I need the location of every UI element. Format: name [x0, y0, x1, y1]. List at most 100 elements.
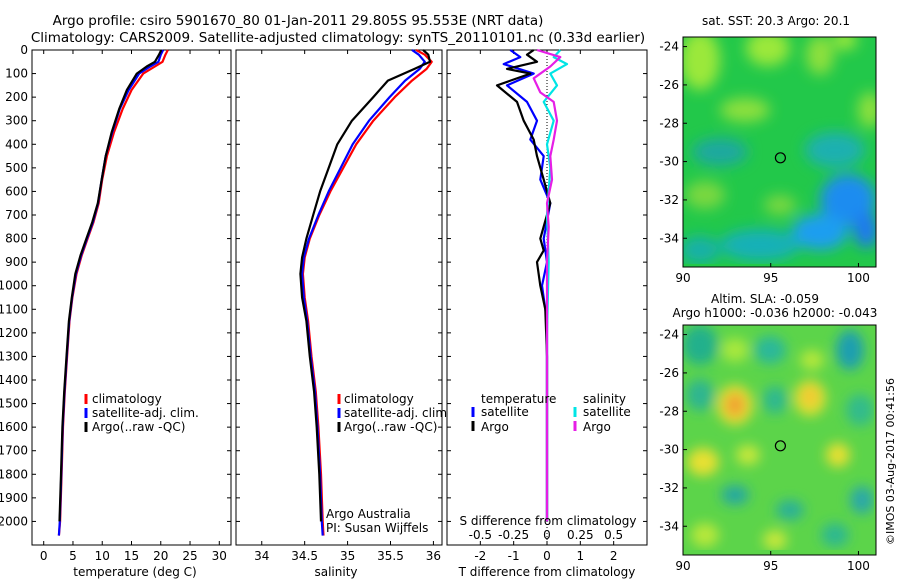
x-tick-label: 0: [543, 549, 551, 563]
x-tick-label: 35.5: [377, 549, 404, 563]
x-tick-label: 5: [69, 549, 77, 563]
sst-frame: [682, 36, 877, 268]
map-y-tick-label: -24: [659, 328, 679, 342]
depth-tick-label: 600: [5, 184, 28, 198]
depth-tick-label: 400: [5, 137, 28, 151]
salinity-panel: 34 34.5 35 35.5 36 climatology satellite-adj…: [235, 49, 451, 579]
map-x-tick-label: 95: [763, 559, 778, 573]
map-x-tick-label: 90: [675, 559, 690, 573]
sst-map-panel: sat. SST: 20.3 Argo: 20.1: [659, 14, 877, 285]
top-tick-label: -0.5: [469, 528, 492, 542]
map-x-tick-label: 100: [847, 559, 870, 573]
legend-s-argo-label: Argo: [583, 420, 611, 434]
x-tick-label: 36: [426, 549, 441, 563]
depth-tick-label: 2000: [0, 514, 28, 528]
depth-tick-label: 800: [5, 232, 28, 246]
t-difference-xlabel: T difference from climatology: [458, 565, 636, 579]
title-line1: Argo profile: csiro 5901670_80 01-Jan-20…: [53, 13, 544, 29]
depth-tick-label: 1100: [0, 302, 28, 316]
x-tick-label: 0: [40, 549, 48, 563]
map-y-tick-label: -32: [659, 193, 679, 207]
map-y-tick-label: -34: [659, 231, 679, 245]
legend-argo-label: Argo(..raw -QC): [92, 420, 185, 434]
temperature-legend: climatology satellite-adj. clim. Argo(..…: [84, 392, 199, 434]
legend-t-argo-label: Argo: [481, 420, 509, 434]
top-tick-label: 0.25: [567, 528, 594, 542]
depth-tick-label: 1600: [0, 420, 28, 434]
sst-heatmap: [683, 37, 876, 267]
sst-title: sat. SST: 20.3 Argo: 20.1: [702, 14, 850, 28]
annotation-line1: Argo Australia: [326, 507, 411, 521]
legend-s-satellite-label: satellite: [583, 405, 631, 419]
depth-tick-label: 100: [5, 67, 28, 81]
depth-tick-label: 1900: [0, 491, 28, 505]
sla-heatmap: [683, 325, 876, 555]
depth-tick-label: 500: [5, 161, 28, 175]
series-line-t-argo: [495, 49, 552, 522]
depth-tick-label: 1500: [0, 397, 28, 411]
x-tick-label: 25: [182, 549, 197, 563]
legend-satellite-label: satellite-adj. clim.: [92, 406, 199, 420]
top-tick-label: 0: [543, 528, 551, 542]
map-x-tick-label: 90: [675, 271, 690, 285]
legend-temperature-title: temperature: [481, 392, 556, 406]
legend-climatology-label: climatology: [344, 392, 414, 406]
salinity-axes: [235, 49, 443, 546]
title-line2: Climatology: CARS2009. Satellite-adjuste…: [31, 30, 645, 46]
x-tick-label: 34.5: [291, 549, 318, 563]
sla-frame: [682, 324, 877, 556]
difference-panel: -2 -1 0 1 2 temperature salinity satellite A…: [446, 48, 648, 579]
depth-tick-label: 1000: [0, 279, 28, 293]
x-tick-label: 35: [340, 549, 355, 563]
map-y-tick-label: -32: [659, 481, 679, 495]
x-tick-label: -1: [508, 549, 520, 563]
imos-stamp: ©IMOS 03-Aug-2017 00:41:56: [884, 378, 897, 545]
map-x-tick-label: 95: [763, 271, 778, 285]
difference-legend: temperature salinity satellite Argo sate…: [471, 392, 631, 434]
sst-marker: [774, 152, 787, 164]
legend-climatology-label: climatology: [92, 392, 162, 406]
depth-tick-label: 200: [5, 90, 28, 104]
legend-salinity-title: salinity: [583, 392, 626, 406]
depth-tick-label: 1300: [0, 349, 28, 363]
map-y-tick-label: -30: [659, 155, 679, 169]
x-tick-label: 34: [254, 549, 269, 563]
sla-title: Altim. SLA: -0.059: [711, 292, 819, 306]
map-y-tick-label: -26: [659, 78, 679, 92]
depth-tick-label: 1400: [0, 373, 28, 387]
x-tick-label: 30: [212, 549, 227, 563]
top-tick-label: 0.5: [604, 528, 623, 542]
x-tick-label: -2: [474, 549, 486, 563]
map-x-tick-label: 100: [847, 271, 870, 285]
annotation-line2: PI: Susan Wijffels: [326, 521, 428, 535]
map-y-tick-label: -34: [659, 519, 679, 533]
depth-tick-label: 1700: [0, 444, 28, 458]
legend-argo-label: Argo(..raw -QC): [344, 420, 437, 434]
map-y-tick-label: -28: [659, 404, 679, 418]
depth-tick-label: 300: [5, 114, 28, 128]
depth-tick-label: 700: [5, 208, 28, 222]
map-y-tick-label: -26: [659, 366, 679, 380]
depth-tick-label: 900: [5, 255, 28, 269]
temperature-panel: 0 5 10 15 20 25 300100200300400500600700800900…: [0, 43, 232, 579]
sla-map-panel: Altim. SLA: -0.059 Argo h1000: -0.036 h2…: [659, 292, 877, 573]
depth-tick-label: 1800: [0, 467, 28, 481]
x-tick-label: 15: [124, 549, 139, 563]
legend-t-satellite-label: satellite: [481, 405, 529, 419]
top-tick-label: -0.25: [498, 528, 529, 542]
salinity-xlabel: salinity: [314, 565, 357, 579]
temperature-xlabel: temperature (deg C): [73, 565, 196, 579]
x-tick-label: 2: [610, 549, 618, 563]
depth-tick-label: 1200: [0, 326, 28, 340]
s-difference-label: S difference from climatology: [460, 514, 637, 528]
series-line-argo-raw-qc-: [58, 49, 163, 522]
temperature-axes: [31, 49, 232, 546]
legend-satellite-label: satellite-adj. clim.: [344, 406, 451, 420]
depth-tick-label: 0: [20, 43, 28, 57]
map-y-tick-label: -24: [659, 40, 679, 54]
sla-marker: [774, 440, 787, 452]
salinity-legend: climatology satellite-adj. clim. Argo(..…: [337, 392, 451, 434]
x-tick-label: 10: [95, 549, 110, 563]
series-line-argo-raw-qc-: [299, 49, 432, 522]
